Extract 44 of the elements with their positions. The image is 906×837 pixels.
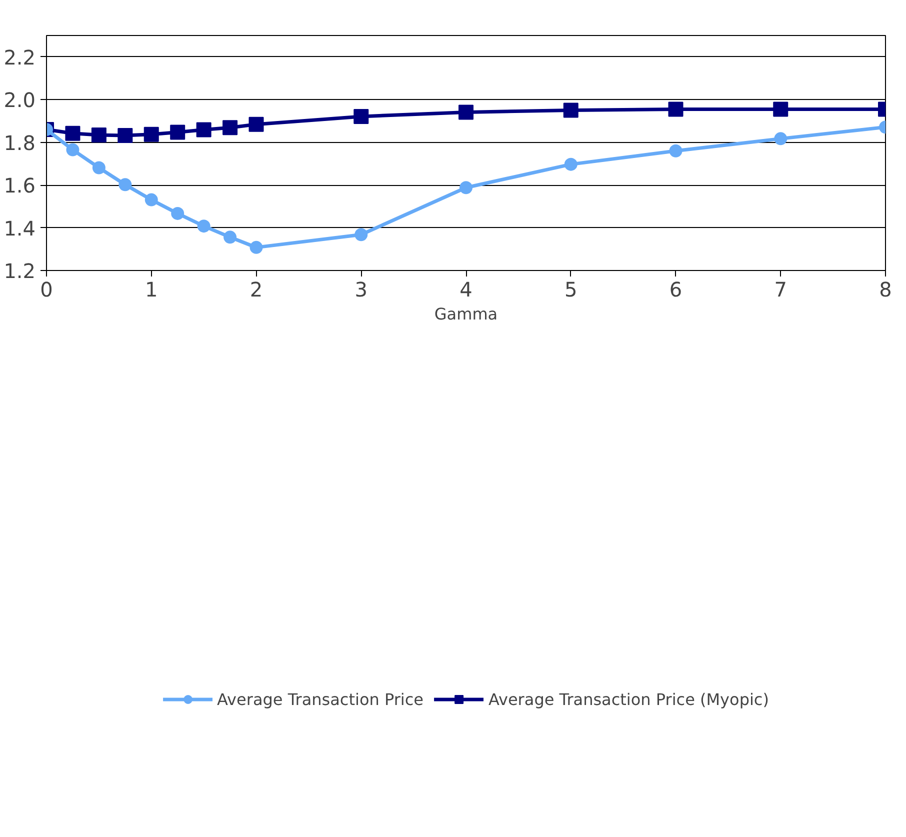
y-tick-label: 1.2 xyxy=(4,259,36,283)
point xyxy=(118,178,132,192)
point xyxy=(458,104,474,120)
y-tick-label: 1.4 xyxy=(4,216,36,240)
point xyxy=(118,128,133,143)
x-tick-label: 6 xyxy=(669,278,682,302)
point xyxy=(773,102,788,117)
point xyxy=(66,143,80,156)
point xyxy=(564,158,578,171)
point xyxy=(196,122,212,138)
x-tick-label: 8 xyxy=(879,278,892,302)
x-tick-label: 1 xyxy=(145,278,158,302)
x-tick-label: 2 xyxy=(250,278,263,302)
y-tick-label: 2.0 xyxy=(4,88,36,112)
point xyxy=(144,193,158,206)
point xyxy=(65,126,80,141)
point xyxy=(197,220,210,233)
x-tick-label: 4 xyxy=(460,278,472,302)
point xyxy=(222,120,238,136)
point xyxy=(460,181,472,194)
point xyxy=(92,161,106,174)
point xyxy=(91,128,106,143)
point xyxy=(668,102,684,117)
x-axis-title: Gamma xyxy=(434,304,498,324)
point xyxy=(354,108,369,124)
x-tick-label: 7 xyxy=(774,278,787,302)
point xyxy=(224,230,237,244)
point xyxy=(669,144,682,158)
point xyxy=(171,206,184,220)
point xyxy=(250,240,263,254)
point xyxy=(170,124,186,140)
x-tick-label: 5 xyxy=(564,278,578,302)
y-tick-label: 1.8 xyxy=(4,130,36,155)
point xyxy=(774,132,788,146)
legend-label: Average Transaction Price (Myopic) xyxy=(488,690,769,708)
x-tick-label: 0 xyxy=(40,278,53,302)
legend-label: Average Transaction Price xyxy=(217,690,424,708)
y-tick-label: 1.6 xyxy=(4,174,36,198)
point xyxy=(354,228,368,242)
point xyxy=(248,116,264,132)
point xyxy=(144,126,159,142)
x-tick-label: 3 xyxy=(354,278,368,302)
point xyxy=(563,102,578,118)
y-tick-label: 2.2 xyxy=(4,45,36,70)
